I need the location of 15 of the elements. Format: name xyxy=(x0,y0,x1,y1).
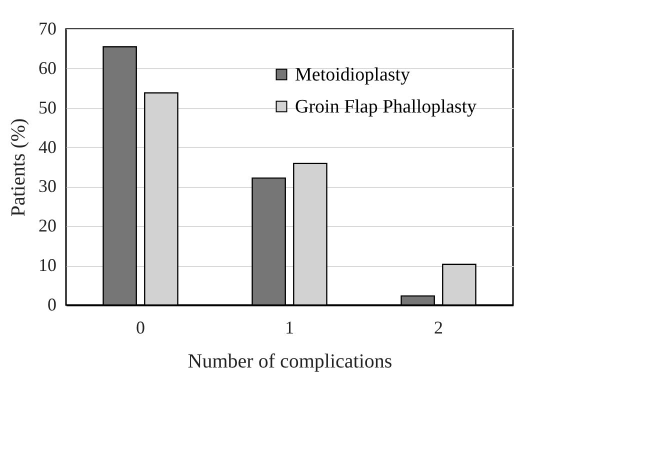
y-tick-label: 10 xyxy=(38,255,56,276)
y-tick-label: 20 xyxy=(38,216,56,236)
legend-label: Metoidioplasty xyxy=(295,64,411,86)
x-tick-label: 0 xyxy=(136,318,145,338)
y-tick-label: 50 xyxy=(38,97,56,118)
x-tick-label: 1 xyxy=(285,318,294,338)
y-tick-label: 70 xyxy=(38,18,56,38)
y-axis-title: Patients (%) xyxy=(8,118,30,217)
y-tick-label: 40 xyxy=(38,136,56,157)
x-axis-title: Number of complications xyxy=(188,350,392,372)
legend-label: Groin Flap Phalloplasty xyxy=(295,96,478,118)
x-tick-label: 2 xyxy=(434,318,443,338)
y-tick-label: 60 xyxy=(38,58,56,78)
y-tick-label: 30 xyxy=(38,176,56,196)
y-tick-label: 0 xyxy=(48,294,56,314)
